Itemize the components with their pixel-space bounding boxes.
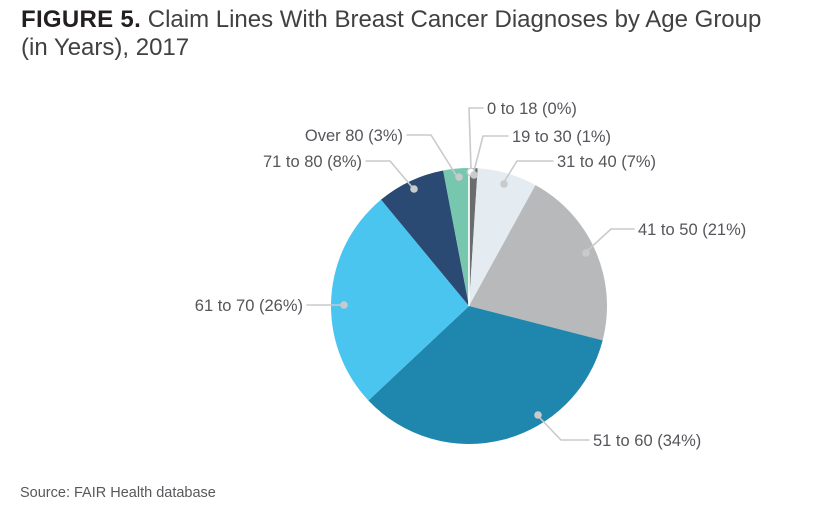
slice-label-over-80: Over 80 (3%) xyxy=(305,127,403,145)
pie-slice-31-to-40 xyxy=(469,168,536,306)
figure-number: FIGURE 5. xyxy=(21,6,142,33)
leader-dot xyxy=(470,171,478,179)
source-note: Source: FAIR Health database xyxy=(20,485,216,501)
leader-line xyxy=(503,160,554,183)
leader-line xyxy=(585,228,635,253)
pie-slice-51-to-60 xyxy=(368,306,603,445)
slice-label-41-to-50: 41 to 50 (21%) xyxy=(638,221,746,239)
leader-line xyxy=(473,135,509,172)
leader-line xyxy=(365,160,413,188)
figure-title-line1: FIGURE 5. Claim Lines With Breast Cancer… xyxy=(21,6,787,34)
figure-title: FIGURE 5. Claim Lines With Breast Cancer… xyxy=(21,6,787,62)
slice-label-19-to-30: 19 to 30 (1%) xyxy=(512,128,611,146)
leader-line xyxy=(538,416,590,441)
leader-dot xyxy=(410,185,418,193)
slice-label-61-to-70: 61 to 70 (26%) xyxy=(195,297,303,315)
figure-title-text: Claim Lines With Breast Cancer Diagnoses… xyxy=(147,6,762,33)
pie-slice-61-to-70 xyxy=(330,199,469,401)
pie-slice-71-to-80 xyxy=(381,170,469,306)
leader-dot xyxy=(340,301,348,309)
leader-dot xyxy=(534,411,542,419)
slice-label-31-to-40: 31 to 40 (7%) xyxy=(557,153,656,171)
leader-line xyxy=(406,134,457,176)
slice-label-0-to-18: 0 to 18 (0%) xyxy=(487,100,577,118)
leader-dot xyxy=(455,173,463,181)
pie-slice-41-to-50 xyxy=(469,185,607,341)
leader-dot xyxy=(500,180,508,188)
leader-dot xyxy=(582,249,590,257)
figure-title-line2: (in Years), 2017 xyxy=(21,34,190,61)
leader-line xyxy=(468,107,484,169)
slice-label-51-to-60: 51 to 60 (34%) xyxy=(593,432,701,450)
pie-slice-over-80 xyxy=(443,168,469,306)
slice-label-71-to-80: 71 to 80 (8%) xyxy=(263,153,362,171)
pie-slice-19-to-30 xyxy=(469,167,478,306)
